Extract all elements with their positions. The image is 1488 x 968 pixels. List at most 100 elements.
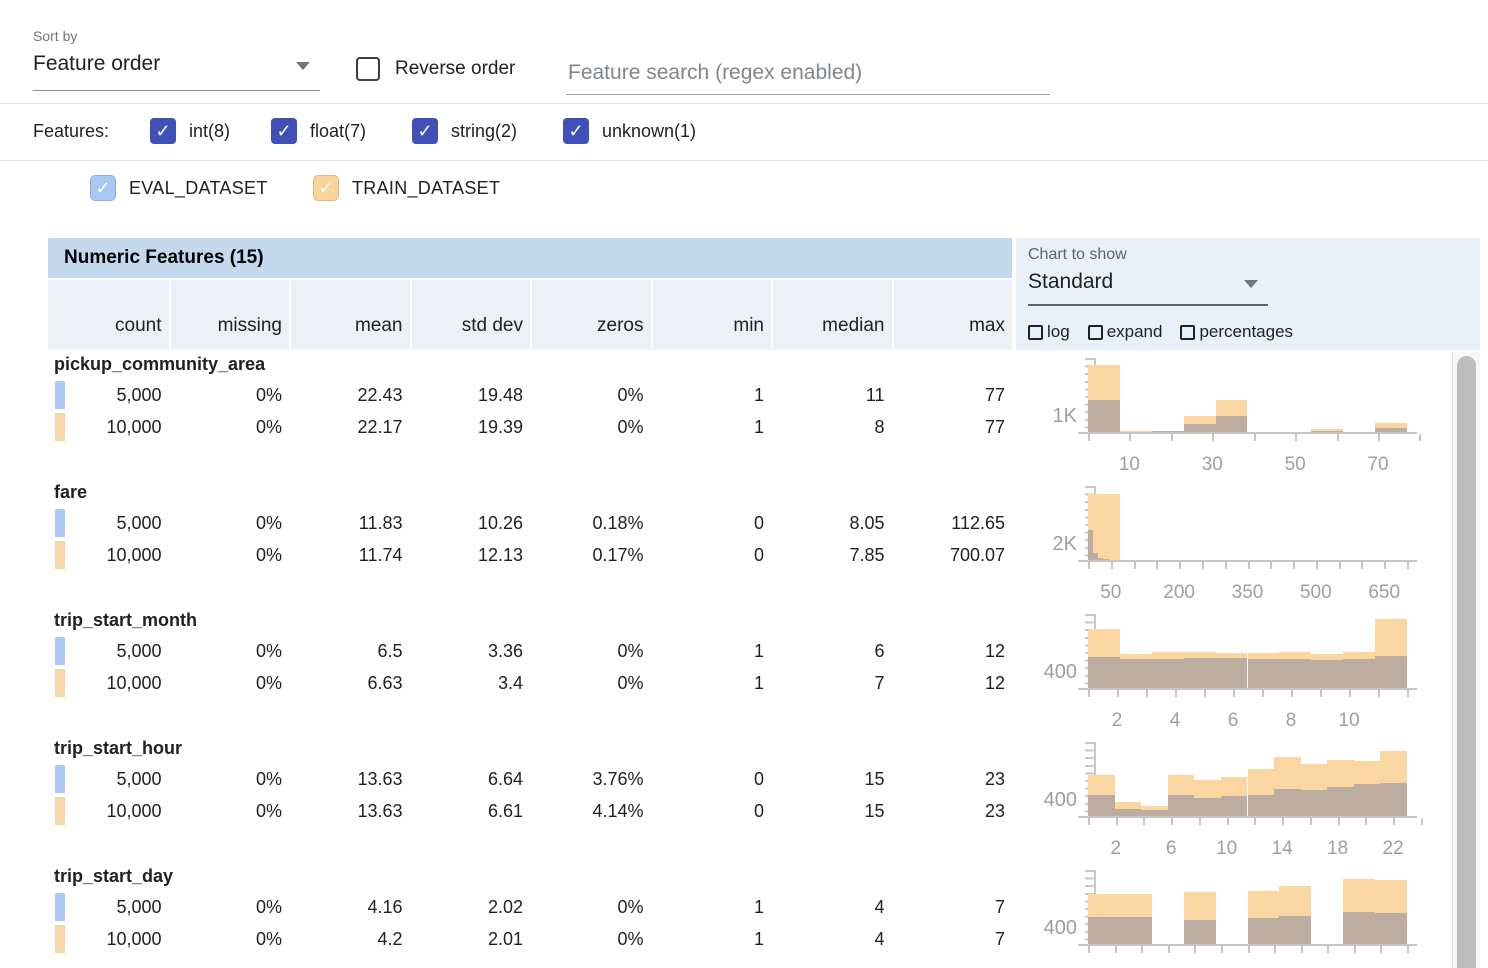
stat-row-train_dataset: 10,000 0% 4.2 2.01 0% 1 4 7 xyxy=(48,923,1012,955)
x-axis xyxy=(1078,944,1417,953)
stat-cell: 0% xyxy=(255,801,282,821)
stat-row-train_dataset: 10,000 0% 13.63 6.61 4.14% 0 15 23 xyxy=(48,795,1012,827)
stat-cell: 5,000 xyxy=(116,513,162,533)
scrollbar-thumb[interactable] xyxy=(1457,356,1476,968)
x-axis-tick xyxy=(1253,434,1256,441)
x-axis-tick xyxy=(1361,562,1364,569)
histogram-plot xyxy=(1078,614,1417,697)
x-axis-labels: 2 6 10 14 18 22 xyxy=(1088,838,1407,862)
feature-name: trip_start_hour xyxy=(54,738,183,758)
stat-cell: 77 xyxy=(984,385,1005,405)
x-axis-tick xyxy=(1338,562,1341,569)
percentages-option[interactable]: percentages xyxy=(1180,322,1293,342)
x-axis-tick xyxy=(1167,946,1170,953)
stat-cell: 7 xyxy=(874,673,885,693)
unknown-checkbox[interactable]: ✓ xyxy=(563,118,589,144)
features-filter-label: Features: xyxy=(33,121,110,141)
filter-int[interactable]: ✓ int(8) xyxy=(150,118,230,144)
column-missing: missing xyxy=(168,280,290,350)
x-axis-tick xyxy=(1327,946,1330,953)
stat-cell: 0% xyxy=(617,641,644,661)
eval-dataset-checkbox[interactable]: ✓ xyxy=(90,175,116,201)
histogram-bar xyxy=(1215,416,1248,432)
x-axis-tick xyxy=(1143,818,1146,825)
log-option[interactable]: log xyxy=(1028,322,1070,342)
x-axis-tick-label: 18 xyxy=(1327,838,1349,859)
stat-cell: 2.01 xyxy=(487,929,523,949)
x-axis-tick xyxy=(1282,818,1285,825)
chart-type-dropdown[interactable]: Standard xyxy=(1028,270,1268,306)
histogram-plot xyxy=(1078,486,1417,569)
histogram-bar xyxy=(1119,659,1152,688)
x-axis-tick xyxy=(1254,818,1257,825)
stat-cell: 15 xyxy=(864,769,885,789)
x-axis-tick-label: 10 xyxy=(1216,838,1238,859)
eval-color-chip xyxy=(55,893,65,921)
chevron-down-icon xyxy=(296,62,310,70)
feature-block-fare: fare 5,000 0% 11.83 10.26 0.18% 0 8.05 112.65 10,… xyxy=(48,480,1012,608)
feature-name: fare xyxy=(54,482,88,502)
stat-cell: 4.14% xyxy=(592,801,644,821)
stat-cell: 6.64 xyxy=(487,769,523,789)
filter-int-label: int(8) xyxy=(189,120,231,141)
numeric-features-title: Numeric Features (15) xyxy=(64,247,264,268)
x-axis-tick xyxy=(1291,690,1293,697)
x-axis-labels: 10 30 50 70 xyxy=(1088,454,1407,478)
reverse-order-checkbox[interactable] xyxy=(356,57,380,81)
filter-string-label: string(2) xyxy=(451,120,518,141)
histogram-plot xyxy=(1078,742,1423,825)
stat-cell: 10.26 xyxy=(477,513,523,533)
x-axis-tick-label: 10 xyxy=(1118,454,1140,475)
reverse-order-toggle[interactable]: Reverse order xyxy=(356,57,515,81)
histogram-bar xyxy=(1247,917,1280,944)
legend-train-dataset[interactable]: ✓ TRAIN_DATASET xyxy=(313,175,500,201)
divider xyxy=(0,103,1488,104)
histogram-plot xyxy=(1078,358,1422,441)
filter-string[interactable]: ✓ string(2) xyxy=(412,118,517,144)
int-checkbox[interactable]: ✓ xyxy=(150,118,176,144)
feature-name: trip_start_month xyxy=(54,610,198,630)
x-axis-tick xyxy=(1170,434,1173,441)
stat-cell: 77 xyxy=(984,417,1005,437)
string-checkbox[interactable]: ✓ xyxy=(412,118,438,144)
train-dataset-checkbox[interactable]: ✓ xyxy=(313,175,339,201)
x-axis-tick xyxy=(1204,690,1206,697)
histogram-bar xyxy=(1247,794,1275,816)
log-checkbox[interactable] xyxy=(1028,324,1043,340)
x-axis-tick xyxy=(1247,562,1250,569)
filter-unknown[interactable]: ✓ unknown(1) xyxy=(563,118,696,144)
x-axis-tick xyxy=(1270,562,1273,569)
legend-eval-dataset[interactable]: ✓ EVAL_DATASET xyxy=(90,175,268,201)
x-axis-tick xyxy=(1407,562,1409,569)
histogram-bar xyxy=(1151,430,1184,432)
x-axis-tick xyxy=(1365,818,1368,825)
stat-cell: 10,000 xyxy=(106,673,162,693)
stat-cell: 13.63 xyxy=(357,801,403,821)
y-axis-tick-label: 1K xyxy=(1052,405,1077,427)
float-checkbox[interactable]: ✓ xyxy=(271,118,297,144)
expand-checkbox[interactable] xyxy=(1087,324,1103,340)
stat-cell: 0% xyxy=(617,929,644,949)
feature-search-input[interactable] xyxy=(566,52,1050,95)
x-axis-tick xyxy=(1175,690,1177,697)
x-axis-tick-label: 2 xyxy=(1110,838,1122,859)
stat-cell: 6 xyxy=(874,641,885,661)
sort-by-dropdown[interactable]: Feature order xyxy=(33,52,320,91)
x-axis-tick xyxy=(1194,946,1197,953)
percentages-label: percentages xyxy=(1199,322,1294,341)
histogram-bar xyxy=(1088,399,1120,432)
percentages-checkbox[interactable] xyxy=(1180,324,1196,340)
vertical-scrollbar[interactable] xyxy=(1452,352,1480,968)
expand-option[interactable]: expand xyxy=(1087,322,1162,342)
x-axis xyxy=(1078,560,1417,569)
stat-cell: 15 xyxy=(864,801,885,821)
x-axis-tick-label: 22 xyxy=(1382,838,1404,859)
x-axis-tick xyxy=(1262,690,1264,697)
x-axis-tick xyxy=(1088,946,1090,953)
stat-cell: 12 xyxy=(984,641,1005,661)
stat-cell: 7 xyxy=(994,929,1005,949)
sort-by-value: Feature order xyxy=(33,52,161,75)
histogram-bar xyxy=(1279,659,1312,688)
filter-float[interactable]: ✓ float(7) xyxy=(271,118,366,144)
